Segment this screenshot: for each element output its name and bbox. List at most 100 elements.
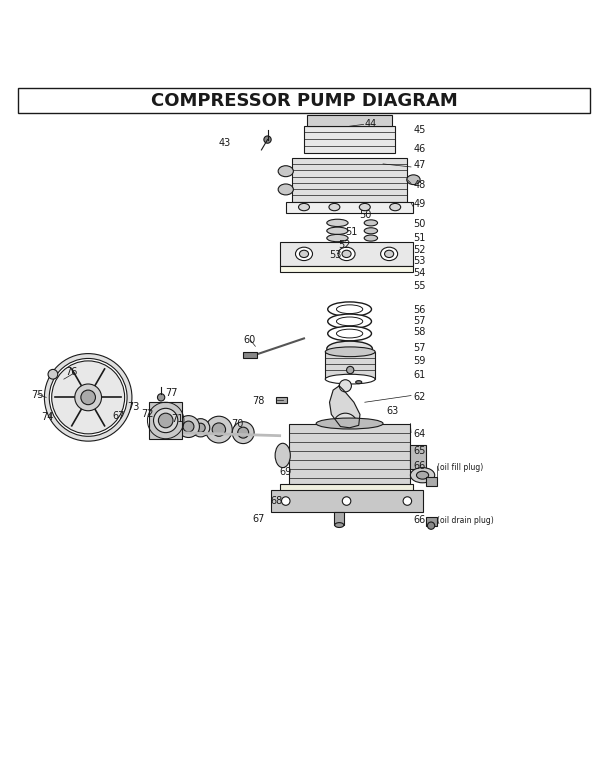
Text: 53: 53: [413, 256, 426, 266]
Text: 45: 45: [413, 125, 426, 135]
Bar: [334, 511, 344, 525]
FancyBboxPatch shape: [18, 88, 590, 114]
Ellipse shape: [384, 250, 394, 257]
Circle shape: [339, 419, 351, 432]
Text: 69: 69: [280, 467, 292, 477]
Ellipse shape: [336, 317, 363, 326]
Text: 52: 52: [338, 240, 351, 250]
Ellipse shape: [275, 443, 291, 468]
Ellipse shape: [390, 204, 401, 210]
Text: 52: 52: [413, 245, 426, 255]
Circle shape: [158, 413, 173, 428]
Text: 49: 49: [413, 199, 426, 209]
Text: 78: 78: [252, 396, 264, 406]
Text: 53: 53: [330, 250, 342, 260]
Circle shape: [157, 394, 165, 401]
Ellipse shape: [327, 219, 348, 227]
Ellipse shape: [328, 326, 371, 341]
Ellipse shape: [416, 472, 429, 479]
Text: 48: 48: [413, 180, 426, 190]
Ellipse shape: [327, 227, 348, 234]
Text: 44: 44: [365, 119, 377, 129]
Text: 55: 55: [413, 280, 426, 290]
Bar: [280, 242, 413, 266]
Text: 59: 59: [413, 356, 426, 366]
Circle shape: [282, 497, 290, 505]
Polygon shape: [330, 386, 360, 428]
Text: 64: 64: [413, 429, 426, 439]
Text: 51: 51: [413, 233, 426, 243]
Ellipse shape: [325, 347, 375, 356]
Circle shape: [427, 522, 435, 529]
Text: 72: 72: [141, 409, 154, 419]
Text: 57: 57: [413, 316, 426, 326]
Circle shape: [342, 497, 351, 505]
Ellipse shape: [364, 235, 378, 241]
Bar: [243, 353, 257, 359]
Circle shape: [183, 421, 194, 432]
Text: 56: 56: [413, 305, 426, 315]
Circle shape: [196, 423, 206, 432]
Text: 71: 71: [171, 414, 184, 424]
Text: 70: 70: [231, 419, 243, 429]
Text: 68: 68: [271, 495, 283, 506]
Bar: [289, 423, 410, 488]
Circle shape: [264, 136, 271, 143]
Ellipse shape: [364, 220, 378, 226]
Circle shape: [48, 369, 58, 379]
Circle shape: [403, 497, 412, 505]
Bar: [304, 126, 395, 153]
Bar: [280, 484, 413, 491]
Text: 51: 51: [345, 227, 358, 237]
Circle shape: [75, 384, 102, 411]
Circle shape: [44, 353, 132, 441]
Ellipse shape: [407, 175, 420, 184]
Ellipse shape: [278, 166, 293, 177]
Text: 74: 74: [41, 412, 54, 422]
Ellipse shape: [359, 204, 370, 210]
Ellipse shape: [336, 329, 363, 338]
Ellipse shape: [334, 523, 344, 528]
Text: 46: 46: [413, 144, 426, 154]
Text: 50: 50: [359, 210, 371, 220]
Circle shape: [81, 390, 95, 405]
Text: 43: 43: [219, 138, 231, 148]
Bar: [271, 491, 423, 511]
Circle shape: [178, 415, 199, 438]
Text: 77: 77: [165, 388, 178, 398]
Text: 63: 63: [386, 406, 398, 416]
Bar: [325, 352, 375, 379]
Circle shape: [347, 366, 354, 374]
Text: 61: 61: [413, 370, 426, 380]
Text: (oil fill plug): (oil fill plug): [437, 463, 483, 472]
Bar: [280, 266, 413, 272]
Text: (oil drain plug): (oil drain plug): [437, 516, 493, 525]
Ellipse shape: [326, 341, 372, 356]
Circle shape: [238, 427, 249, 438]
Bar: [149, 402, 182, 439]
Ellipse shape: [338, 247, 355, 260]
Ellipse shape: [278, 184, 293, 195]
Text: 76: 76: [66, 367, 78, 377]
Ellipse shape: [336, 305, 363, 313]
Text: 57: 57: [413, 343, 426, 353]
Ellipse shape: [410, 468, 435, 483]
Ellipse shape: [328, 302, 371, 316]
Bar: [292, 158, 407, 202]
Text: 67: 67: [252, 514, 264, 524]
Text: 60: 60: [243, 335, 255, 346]
Ellipse shape: [299, 204, 309, 210]
Ellipse shape: [153, 409, 178, 432]
Circle shape: [333, 413, 358, 438]
Bar: [426, 517, 437, 525]
Ellipse shape: [356, 381, 362, 384]
Text: 62: 62: [413, 392, 426, 402]
Ellipse shape: [327, 234, 348, 242]
Bar: [307, 114, 392, 126]
Circle shape: [212, 423, 226, 436]
Text: 66: 66: [413, 461, 426, 471]
Text: 66: 66: [413, 515, 426, 525]
Ellipse shape: [316, 418, 383, 429]
Bar: [410, 445, 426, 469]
Text: 67: 67: [112, 411, 125, 421]
